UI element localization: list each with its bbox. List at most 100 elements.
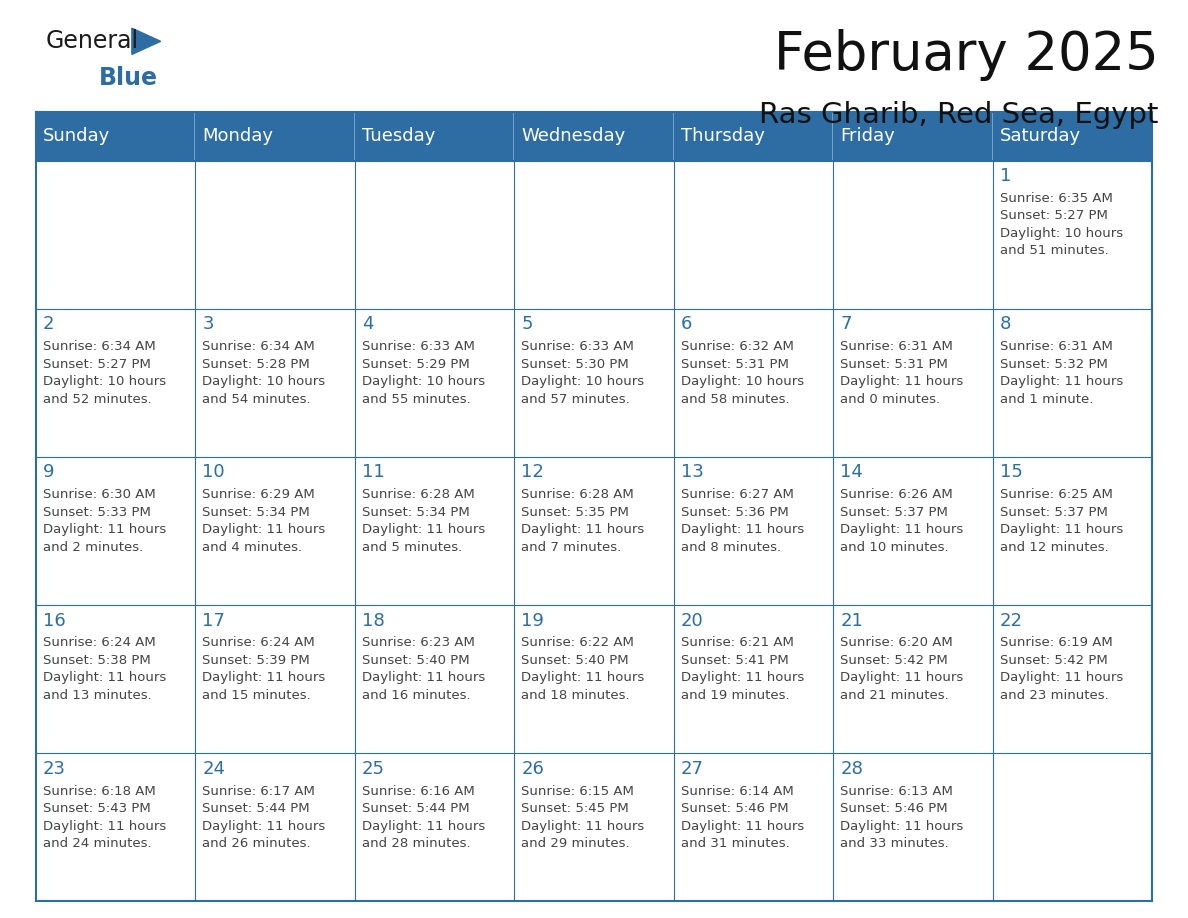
- Text: Tuesday: Tuesday: [362, 128, 435, 145]
- Text: 15: 15: [1000, 464, 1023, 481]
- Text: Sunrise: 6:33 AM
Sunset: 5:29 PM
Daylight: 10 hours
and 55 minutes.: Sunrise: 6:33 AM Sunset: 5:29 PM Dayligh…: [362, 340, 485, 406]
- Text: Sunrise: 6:31 AM
Sunset: 5:31 PM
Daylight: 11 hours
and 0 minutes.: Sunrise: 6:31 AM Sunset: 5:31 PM Dayligh…: [840, 340, 963, 406]
- Text: Blue: Blue: [99, 66, 158, 90]
- Text: 1: 1: [1000, 167, 1011, 185]
- Text: 9: 9: [43, 464, 55, 481]
- Text: General: General: [45, 29, 138, 53]
- Bar: [36, 161, 195, 308]
- Text: Monday: Monday: [202, 128, 273, 145]
- Text: Sunrise: 6:28 AM
Sunset: 5:35 PM
Daylight: 11 hours
and 7 minutes.: Sunrise: 6:28 AM Sunset: 5:35 PM Dayligh…: [522, 488, 645, 554]
- Text: Friday: Friday: [840, 128, 896, 145]
- Bar: [514, 161, 674, 308]
- Bar: [833, 754, 993, 901]
- Bar: [36, 308, 195, 457]
- Text: Sunrise: 6:27 AM
Sunset: 5:36 PM
Daylight: 11 hours
and 8 minutes.: Sunrise: 6:27 AM Sunset: 5:36 PM Dayligh…: [681, 488, 804, 554]
- Text: 12: 12: [522, 464, 544, 481]
- Bar: [674, 457, 833, 605]
- Text: 5: 5: [522, 315, 533, 333]
- Text: Sunrise: 6:22 AM
Sunset: 5:40 PM
Daylight: 11 hours
and 18 minutes.: Sunrise: 6:22 AM Sunset: 5:40 PM Dayligh…: [522, 636, 645, 702]
- Bar: [833, 605, 993, 754]
- Polygon shape: [132, 28, 160, 54]
- Text: 21: 21: [840, 611, 864, 630]
- Text: 10: 10: [202, 464, 225, 481]
- Text: 20: 20: [681, 611, 703, 630]
- Text: 19: 19: [522, 611, 544, 630]
- Text: 23: 23: [43, 760, 65, 778]
- Bar: [993, 457, 1152, 605]
- Bar: [993, 112, 1152, 161]
- Bar: [355, 754, 514, 901]
- Text: Sunrise: 6:13 AM
Sunset: 5:46 PM
Daylight: 11 hours
and 33 minutes.: Sunrise: 6:13 AM Sunset: 5:46 PM Dayligh…: [840, 785, 963, 850]
- Text: 18: 18: [362, 611, 385, 630]
- Text: 3: 3: [202, 315, 214, 333]
- Bar: [993, 605, 1152, 754]
- Bar: [355, 457, 514, 605]
- Text: 8: 8: [1000, 315, 1011, 333]
- Bar: [36, 112, 195, 161]
- Text: Sunrise: 6:34 AM
Sunset: 5:27 PM
Daylight: 10 hours
and 52 minutes.: Sunrise: 6:34 AM Sunset: 5:27 PM Dayligh…: [43, 340, 166, 406]
- Text: Sunrise: 6:15 AM
Sunset: 5:45 PM
Daylight: 11 hours
and 29 minutes.: Sunrise: 6:15 AM Sunset: 5:45 PM Dayligh…: [522, 785, 645, 850]
- Text: Sunrise: 6:24 AM
Sunset: 5:39 PM
Daylight: 11 hours
and 15 minutes.: Sunrise: 6:24 AM Sunset: 5:39 PM Dayligh…: [202, 636, 326, 702]
- Text: Sunrise: 6:21 AM
Sunset: 5:41 PM
Daylight: 11 hours
and 19 minutes.: Sunrise: 6:21 AM Sunset: 5:41 PM Dayligh…: [681, 636, 804, 702]
- Text: 6: 6: [681, 315, 693, 333]
- Text: Saturday: Saturday: [1000, 128, 1081, 145]
- Text: 17: 17: [202, 611, 226, 630]
- Bar: [674, 112, 833, 161]
- Bar: [514, 112, 674, 161]
- Bar: [833, 161, 993, 308]
- Text: Sunrise: 6:35 AM
Sunset: 5:27 PM
Daylight: 10 hours
and 51 minutes.: Sunrise: 6:35 AM Sunset: 5:27 PM Dayligh…: [1000, 192, 1123, 257]
- Bar: [833, 112, 993, 161]
- Text: 13: 13: [681, 464, 703, 481]
- Text: 4: 4: [362, 315, 373, 333]
- Bar: [993, 754, 1152, 901]
- Bar: [195, 754, 355, 901]
- Bar: [993, 308, 1152, 457]
- Bar: [195, 161, 355, 308]
- Text: Sunrise: 6:16 AM
Sunset: 5:44 PM
Daylight: 11 hours
and 28 minutes.: Sunrise: 6:16 AM Sunset: 5:44 PM Dayligh…: [362, 785, 485, 850]
- Text: Sunrise: 6:14 AM
Sunset: 5:46 PM
Daylight: 11 hours
and 31 minutes.: Sunrise: 6:14 AM Sunset: 5:46 PM Dayligh…: [681, 785, 804, 850]
- Text: 26: 26: [522, 760, 544, 778]
- Bar: [195, 112, 355, 161]
- Text: Sunrise: 6:17 AM
Sunset: 5:44 PM
Daylight: 11 hours
and 26 minutes.: Sunrise: 6:17 AM Sunset: 5:44 PM Dayligh…: [202, 785, 326, 850]
- Text: 27: 27: [681, 760, 704, 778]
- Text: Sunrise: 6:24 AM
Sunset: 5:38 PM
Daylight: 11 hours
and 13 minutes.: Sunrise: 6:24 AM Sunset: 5:38 PM Dayligh…: [43, 636, 166, 702]
- Text: Sunrise: 6:25 AM
Sunset: 5:37 PM
Daylight: 11 hours
and 12 minutes.: Sunrise: 6:25 AM Sunset: 5:37 PM Dayligh…: [1000, 488, 1123, 554]
- Text: Sunrise: 6:18 AM
Sunset: 5:43 PM
Daylight: 11 hours
and 24 minutes.: Sunrise: 6:18 AM Sunset: 5:43 PM Dayligh…: [43, 785, 166, 850]
- Bar: [833, 308, 993, 457]
- Text: Sunrise: 6:23 AM
Sunset: 5:40 PM
Daylight: 11 hours
and 16 minutes.: Sunrise: 6:23 AM Sunset: 5:40 PM Dayligh…: [362, 636, 485, 702]
- Bar: [36, 457, 195, 605]
- Text: Sunrise: 6:33 AM
Sunset: 5:30 PM
Daylight: 10 hours
and 57 minutes.: Sunrise: 6:33 AM Sunset: 5:30 PM Dayligh…: [522, 340, 644, 406]
- Text: Sunrise: 6:30 AM
Sunset: 5:33 PM
Daylight: 11 hours
and 2 minutes.: Sunrise: 6:30 AM Sunset: 5:33 PM Dayligh…: [43, 488, 166, 554]
- Bar: [195, 308, 355, 457]
- Bar: [514, 457, 674, 605]
- Bar: [514, 605, 674, 754]
- Bar: [36, 605, 195, 754]
- Bar: [674, 308, 833, 457]
- Text: Sunrise: 6:26 AM
Sunset: 5:37 PM
Daylight: 11 hours
and 10 minutes.: Sunrise: 6:26 AM Sunset: 5:37 PM Dayligh…: [840, 488, 963, 554]
- Bar: [355, 112, 514, 161]
- Text: Sunrise: 6:19 AM
Sunset: 5:42 PM
Daylight: 11 hours
and 23 minutes.: Sunrise: 6:19 AM Sunset: 5:42 PM Dayligh…: [1000, 636, 1123, 702]
- Text: February 2025: February 2025: [773, 29, 1158, 81]
- Text: Sunrise: 6:32 AM
Sunset: 5:31 PM
Daylight: 10 hours
and 58 minutes.: Sunrise: 6:32 AM Sunset: 5:31 PM Dayligh…: [681, 340, 804, 406]
- Bar: [195, 605, 355, 754]
- Bar: [674, 605, 833, 754]
- Text: 7: 7: [840, 315, 852, 333]
- Text: 28: 28: [840, 760, 864, 778]
- Bar: [674, 754, 833, 901]
- Bar: [195, 457, 355, 605]
- Text: 16: 16: [43, 611, 65, 630]
- Text: Wednesday: Wednesday: [522, 128, 626, 145]
- Bar: [993, 161, 1152, 308]
- Text: 24: 24: [202, 760, 226, 778]
- Text: 2: 2: [43, 315, 55, 333]
- Text: 25: 25: [362, 760, 385, 778]
- Text: 14: 14: [840, 464, 864, 481]
- Text: 11: 11: [362, 464, 385, 481]
- Bar: [355, 308, 514, 457]
- Text: Sunrise: 6:29 AM
Sunset: 5:34 PM
Daylight: 11 hours
and 4 minutes.: Sunrise: 6:29 AM Sunset: 5:34 PM Dayligh…: [202, 488, 326, 554]
- Bar: [36, 754, 195, 901]
- Bar: [514, 754, 674, 901]
- Bar: [514, 308, 674, 457]
- Text: Sunrise: 6:31 AM
Sunset: 5:32 PM
Daylight: 11 hours
and 1 minute.: Sunrise: 6:31 AM Sunset: 5:32 PM Dayligh…: [1000, 340, 1123, 406]
- Text: 22: 22: [1000, 611, 1023, 630]
